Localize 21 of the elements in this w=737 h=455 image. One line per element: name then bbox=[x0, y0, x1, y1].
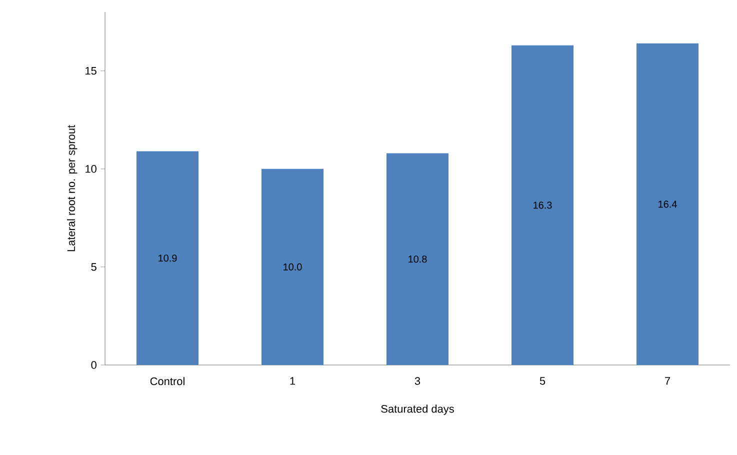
x-axis-title: Saturated days bbox=[381, 404, 454, 415]
bar bbox=[512, 45, 574, 365]
data-label: 10.8 bbox=[408, 256, 427, 263]
data-label: 16.4 bbox=[658, 200, 677, 208]
x-tick-label: 1 bbox=[290, 377, 296, 385]
bar bbox=[636, 43, 699, 365]
data-label: 16.3 bbox=[534, 202, 552, 209]
y-tick-label: 0 bbox=[91, 361, 96, 369]
y-tick-label: 15 bbox=[86, 67, 96, 75]
y-axis-title: Lateral root no. per sprout bbox=[66, 125, 78, 252]
y-tick-label: 10 bbox=[86, 165, 96, 173]
bar bbox=[136, 151, 198, 365]
y-tick-label: 5 bbox=[91, 263, 96, 271]
bar bbox=[262, 168, 324, 365]
x-tick-label: Control bbox=[150, 377, 184, 386]
data-label: 10.0 bbox=[284, 263, 302, 270]
x-tick-label: 5 bbox=[540, 377, 546, 385]
x-tick-label: 3 bbox=[414, 377, 420, 385]
bar bbox=[386, 153, 449, 365]
x-tick-label: 7 bbox=[665, 377, 670, 385]
data-label: 10.9 bbox=[158, 254, 177, 262]
